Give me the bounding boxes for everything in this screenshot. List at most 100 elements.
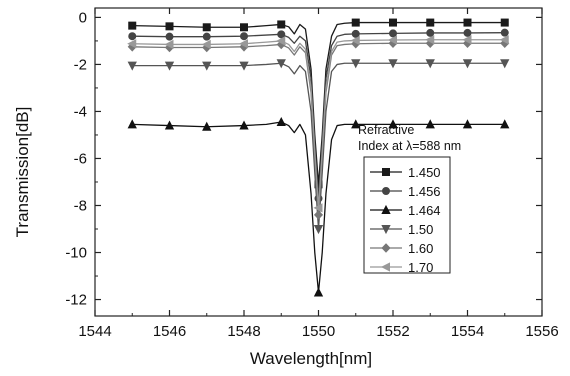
- data-point-minimum: [313, 287, 324, 297]
- data-point: [426, 18, 435, 27]
- data-point: [239, 32, 248, 41]
- data-point-minimum: [313, 225, 324, 235]
- y-axis-ticks: 0 -2 -4 -6 -8 -10 -12: [65, 9, 542, 309]
- data-point: [500, 28, 509, 37]
- plot-area: [94, 7, 543, 317]
- x-tick-label: 1544: [78, 323, 111, 340]
- legend-marker: [381, 224, 391, 235]
- data-point: [276, 59, 286, 69]
- data-point: [387, 35, 398, 45]
- x-tick-label: 1556: [525, 323, 558, 340]
- legend-entry: 1.450: [370, 165, 441, 180]
- legend-entry: 1.50: [370, 222, 433, 237]
- data-point: [164, 61, 175, 71]
- y-tick-label: -10: [65, 245, 87, 262]
- legend-title-line-2: Index at λ=588 nm: [358, 139, 461, 153]
- series-1.70: [127, 35, 509, 213]
- data-point: [500, 119, 510, 129]
- legend-label: 1.70: [408, 260, 433, 275]
- data-point: [165, 22, 174, 31]
- data-point: [463, 28, 472, 37]
- y-tick-label: -8: [74, 197, 87, 214]
- legend-marker: [381, 204, 391, 215]
- data-point: [202, 61, 212, 71]
- legend-title-line-1: Refractive: [358, 123, 414, 137]
- data-point: [350, 35, 360, 46]
- y-tick-label: -12: [65, 292, 87, 309]
- data-point: [238, 39, 249, 49]
- plot-frame: [94, 7, 543, 317]
- data-point: [425, 119, 435, 129]
- legend-entry: 1.70: [370, 260, 433, 275]
- data-point: [164, 120, 175, 130]
- legend-label: 1.456: [408, 184, 441, 199]
- x-axis-title: Wavelength[nm]: [250, 349, 372, 368]
- data-point: [239, 61, 249, 71]
- data-point-minimum: [314, 180, 323, 189]
- data-point: [202, 32, 211, 41]
- data-point: [351, 119, 361, 129]
- x-tick-label: 1548: [227, 323, 260, 340]
- legend-marker: [381, 243, 391, 253]
- data-point: [499, 35, 509, 45]
- data-point: [351, 18, 360, 27]
- data-point: [165, 32, 174, 41]
- legend-entry: 1.60: [370, 241, 433, 256]
- data-point: [239, 23, 248, 32]
- series-line: [132, 39, 505, 209]
- data-point-minimum: [313, 203, 323, 213]
- y-tick-label: -6: [74, 150, 87, 167]
- x-axis-ticks: 1544 1546 1548 1550 1552 1554 1556: [78, 8, 559, 340]
- series-1.50: [127, 59, 510, 235]
- legend: Refractive Index at λ=588 nm 1.4501.4561…: [358, 123, 461, 275]
- data-point: [425, 59, 435, 69]
- data-point: [388, 29, 397, 38]
- data-point: [462, 35, 472, 45]
- legend-entries: 1.450 1.456 1.464 1.50 1.60 1.70: [370, 165, 441, 275]
- data-point: [388, 18, 397, 27]
- y-tick-label: 0: [79, 9, 87, 26]
- data-point: [128, 32, 137, 41]
- data-point: [500, 18, 509, 27]
- x-tick-label: 1546: [153, 323, 186, 340]
- data-point: [277, 30, 286, 39]
- data-point: [500, 59, 510, 69]
- series-1.464: [127, 116, 510, 297]
- legend-label: 1.464: [408, 203, 441, 218]
- series-layer: [127, 18, 510, 297]
- data-point: [388, 59, 398, 69]
- legend-entry: 1.464: [370, 203, 441, 218]
- data-point: [277, 20, 286, 29]
- data-point: [388, 119, 398, 129]
- legend-label: 1.450: [408, 165, 441, 180]
- data-point: [127, 61, 137, 71]
- x-tick-label: 1554: [451, 323, 484, 340]
- data-point: [351, 29, 360, 38]
- data-point: [462, 59, 473, 69]
- y-tick-label: -2: [74, 56, 87, 73]
- data-point: [276, 36, 286, 46]
- data-point: [426, 28, 435, 37]
- data-point: [128, 21, 137, 30]
- data-point: [276, 116, 286, 127]
- legend-label: 1.50: [408, 222, 433, 237]
- legend-label: 1.60: [408, 241, 433, 256]
- y-tick-label: -4: [74, 103, 87, 120]
- data-point: [202, 121, 212, 131]
- data-point: [202, 23, 211, 32]
- series-line: [132, 121, 505, 294]
- legend-marker: [380, 262, 391, 272]
- data-point: [127, 39, 137, 49]
- data-point: [164, 39, 174, 50]
- legend-marker: [381, 167, 390, 176]
- x-tick-label: 1552: [376, 323, 409, 340]
- data-point: [462, 119, 473, 129]
- data-point: [239, 120, 249, 130]
- data-point: [425, 35, 435, 45]
- y-axis-title: Transmission[dB]: [13, 107, 32, 238]
- legend-marker: [381, 186, 390, 195]
- data-point: [201, 39, 211, 50]
- legend-entry: 1.456: [370, 184, 441, 199]
- data-point: [463, 18, 472, 27]
